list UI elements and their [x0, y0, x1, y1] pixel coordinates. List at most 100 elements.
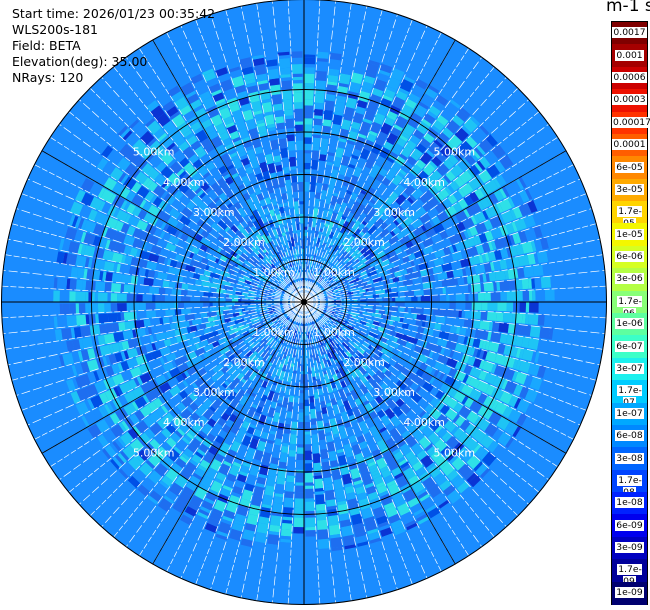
- ppi-ray: [110, 303, 303, 470]
- ray-separator: [11, 223, 305, 303]
- colorbar-label: 3e-05: [615, 183, 644, 195]
- range-ring-label: 3.00km: [373, 386, 415, 399]
- ray-separator: [303, 87, 519, 303]
- ppi-ray: [277, 51, 304, 300]
- ray-separator: [303, 301, 559, 468]
- ray-separator: [180, 25, 305, 303]
- ray-separator: [303, 301, 604, 350]
- colorbar-label: 1e-08: [615, 497, 644, 509]
- range-ring-label: 3.00km: [193, 386, 235, 399]
- ppi-ray: [304, 63, 393, 300]
- range-ring-label: 4.00km: [403, 176, 445, 189]
- ray-separator: [271, 0, 305, 303]
- ray-separator: [303, 5, 368, 303]
- ray-separator: [240, 301, 305, 599]
- ppi-ray: [70, 302, 303, 404]
- colorbar-label: 1e-06: [615, 318, 644, 330]
- ray-separator: [303, 301, 398, 591]
- ppi-ray: [239, 57, 304, 300]
- ppi-ray: [306, 237, 549, 302]
- range-ring-label: 5.00km: [133, 146, 175, 159]
- ppi-ray: [58, 238, 302, 302]
- range-ring-label: 5.00km: [434, 446, 476, 459]
- ray-separator: [287, 0, 305, 303]
- ray-separator: [303, 301, 519, 517]
- azimuth-gridline: [41, 301, 305, 454]
- ppi-ray: [304, 52, 342, 300]
- ray-separator: [100, 301, 305, 528]
- ppi-ray: [306, 302, 555, 314]
- ray-separator: [100, 76, 305, 303]
- ray-separator: [287, 301, 305, 605]
- ray-separator: [240, 5, 305, 303]
- ray-separator: [303, 178, 581, 303]
- ray-separator: [303, 2, 352, 303]
- range-ring-label: 1.00km: [253, 266, 295, 279]
- ray-separator: [303, 18, 413, 303]
- ppi-ray: [226, 60, 304, 300]
- ppi-ray: [191, 303, 304, 532]
- ray-separator: [89, 87, 305, 303]
- ppi-ray: [59, 302, 302, 367]
- ray-separator: [49, 301, 305, 468]
- ray-separator: [210, 301, 305, 591]
- ray-separator: [303, 0, 321, 303]
- ray-separator: [303, 223, 597, 303]
- ray-separator: [125, 301, 305, 548]
- ppi-grid: [1, 0, 607, 605]
- colorbar-label: 0.00017: [612, 116, 650, 128]
- ray-separator: [271, 301, 305, 604]
- azimuth-gridline: [41, 150, 305, 303]
- range-ring-label: 3.00km: [193, 206, 235, 219]
- ray-separator: [303, 301, 588, 411]
- colorbar-label: 6e-06: [615, 251, 644, 263]
- ray-separator: [256, 301, 305, 602]
- ppi-ray: [56, 302, 302, 355]
- ray-separator: [138, 47, 305, 303]
- ray-separator: [303, 301, 601, 366]
- ray-separator: [7, 301, 305, 366]
- ppi-ray: [304, 304, 357, 550]
- ray-separator: [303, 269, 606, 303]
- ppi-ray: [305, 303, 462, 504]
- ray-separator: [303, 301, 607, 319]
- ppi-ray: [53, 302, 302, 316]
- ray-separator: [303, 31, 442, 303]
- ray-separator: [303, 301, 597, 381]
- ray-separator: [303, 136, 559, 303]
- ppi-ray: [306, 302, 547, 378]
- ppi-ray: [305, 303, 430, 525]
- azimuth-gridline: [303, 39, 456, 303]
- ray-separator: [303, 25, 428, 303]
- colorbar-label: 6e-07: [615, 340, 644, 352]
- ppi-ray: [304, 304, 382, 544]
- ray-separator: [27, 178, 305, 303]
- ppi-ray: [54, 264, 302, 302]
- ppi-ray: [157, 303, 303, 513]
- range-ring-label: 5.00km: [133, 446, 175, 459]
- ppi-ray: [75, 302, 303, 416]
- ppi-ray: [304, 54, 355, 300]
- ray-separator: [166, 31, 305, 303]
- ray-separator: [15, 301, 305, 396]
- colorbar-label: 1e-07: [615, 407, 644, 419]
- ray-separator: [303, 9, 383, 303]
- ray-separator: [138, 301, 305, 557]
- ray-separator: [303, 56, 483, 303]
- range-ring-label: 5.00km: [434, 146, 476, 159]
- ppi-ray: [306, 288, 555, 302]
- ray-separator: [68, 111, 305, 303]
- ray-separator: [303, 301, 575, 440]
- ray-separator: [11, 301, 305, 381]
- nrays-text: NRays: 120: [12, 70, 84, 85]
- ray-separator: [303, 254, 604, 303]
- ray-separator: [303, 98, 530, 303]
- ppi-ray: [304, 56, 368, 300]
- ppi-ray: [305, 303, 441, 519]
- ppi-ray: [305, 188, 533, 302]
- ppi-ray: [305, 84, 440, 301]
- ray-separator: [2, 269, 305, 303]
- range-ring-label: 1.00km: [313, 326, 355, 339]
- ray-separator: [303, 301, 383, 595]
- ppi-ray: [305, 134, 498, 301]
